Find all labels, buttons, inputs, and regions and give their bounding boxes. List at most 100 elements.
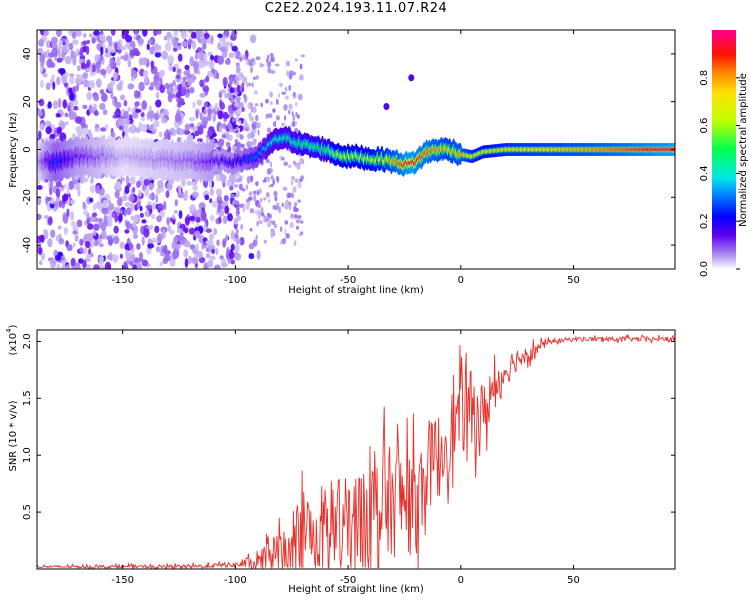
spectrogram-speckle	[203, 262, 209, 269]
spectrogram-speckle	[75, 125, 83, 133]
spectrogram-speckle	[183, 249, 189, 258]
spectrogram-speckle	[47, 238, 53, 248]
snr-x-tick-label: 0	[458, 575, 464, 586]
spectrogram-speckle	[215, 188, 222, 197]
spectrogram-speckle	[221, 259, 227, 268]
spectrogram-speckle	[102, 109, 108, 116]
spectrogram-speckle	[40, 66, 44, 74]
spectrogram-speckle	[216, 72, 220, 80]
spectrogram-speckle	[66, 264, 71, 269]
spectrogram-speckle	[249, 34, 257, 44]
spectrogram-speckle	[60, 52, 65, 61]
spectrogram-speckle	[288, 72, 293, 80]
spectrogram-speckle	[183, 191, 188, 201]
spectrogram-speckle	[74, 262, 81, 269]
spectrogram-speckle	[236, 215, 242, 221]
spectrogram-speckle	[211, 68, 215, 74]
spectrogram-speckle	[219, 89, 227, 94]
spectrogram-speckle	[225, 141, 231, 148]
spectrogram-speckle	[70, 50, 76, 56]
spectrogram-speckle	[153, 74, 160, 84]
spectrogram-speckle	[292, 115, 296, 121]
spectrogram-speckle	[163, 200, 167, 211]
spectrogram-speckle	[168, 82, 174, 89]
spectrogram-speckle	[266, 127, 271, 133]
spectrogram-speckle	[228, 80, 232, 87]
spectrogram-speckle	[190, 31, 197, 39]
spectrogram-speckle	[153, 112, 160, 121]
spectrogram-speckle	[213, 265, 221, 269]
spectrogram-speckle	[84, 240, 91, 249]
spectrogram-speckle	[174, 243, 181, 250]
spectrogram-speckle	[139, 68, 145, 77]
snr-y-tick-label: 2.0	[22, 333, 33, 349]
spectrogram-speckle	[187, 39, 193, 45]
spectrogram-speckle	[143, 179, 151, 186]
spectrogram-speckle	[137, 38, 144, 45]
spectrogram-speckle	[114, 214, 119, 222]
spectrogram-speckle	[218, 125, 223, 133]
spectrogram-speckle	[65, 121, 69, 126]
spectrogram-speckle	[189, 215, 196, 222]
colorbar-ticks: 0.0 0.2 0.4 0.6 0.8	[699, 70, 740, 277]
spectrogram-speckle	[56, 57, 63, 63]
spectrogram-speckle	[235, 126, 239, 131]
spectrogram-speckle	[37, 195, 42, 206]
spectrogram-speckle	[251, 106, 257, 114]
spectrogram-speckle	[131, 253, 136, 263]
spectrogram-speckle	[86, 264, 92, 269]
spectrogram-speckle	[106, 36, 112, 42]
spectrogram-speckle	[157, 233, 163, 243]
spectrogram-speckle	[165, 41, 172, 52]
spectrogram-speckle	[199, 92, 206, 98]
spectrogram-speckle	[45, 40, 52, 48]
spectrogram-speckle	[118, 213, 123, 223]
spectrogram-speckle	[72, 230, 79, 235]
spectrogram-speckle	[195, 110, 199, 119]
spectrogram-speckle	[266, 60, 272, 68]
spectrogram-speckle	[252, 138, 257, 146]
spectrogram-speckle	[267, 54, 270, 61]
spectrogram-speckle	[197, 47, 202, 52]
spectrogram-speckle	[37, 185, 43, 190]
spectrogram-speckle	[185, 92, 190, 99]
spectrogram-speckle	[89, 71, 96, 77]
spectrogram-speckle	[68, 42, 74, 51]
spectrogram-speckle	[61, 265, 67, 269]
spectrogram-speckle	[184, 257, 189, 268]
spectrogram-speckle	[132, 264, 137, 269]
spectrogram-speckle	[156, 30, 162, 35]
spectrogram-speckle	[127, 183, 131, 188]
spectrogram-speckle	[207, 259, 214, 268]
spectrogram-speckle	[38, 247, 43, 256]
spectrogram-speckle	[169, 127, 175, 133]
spectrogram-speckle	[56, 30, 62, 37]
spectrogram-speckle	[186, 68, 191, 78]
spectrogram-speckle	[205, 228, 212, 233]
spectrogram-speckle	[96, 63, 101, 74]
spectrogram-speckle	[213, 227, 218, 236]
spectrogram-speckle	[195, 217, 201, 223]
spectrogram-speckle	[145, 209, 149, 218]
spectrogram-speckle	[158, 131, 163, 138]
colorbar-tick-label: 0.8	[699, 70, 710, 86]
spectrogram-x-tick-label: -150	[111, 275, 134, 286]
spectrogram-speckle	[272, 178, 276, 186]
spectrogram-speckle	[249, 208, 255, 214]
spectrogram-speckle	[210, 35, 214, 45]
spectrogram-speckle	[236, 210, 240, 215]
spectrogram-speckle	[292, 121, 295, 127]
spectrogram-speckle	[57, 225, 62, 230]
spectrogram-speckle	[98, 256, 105, 262]
spectrogram-speckle	[294, 213, 298, 219]
spectrogram-speckle	[199, 112, 203, 120]
spectrogram-speckle	[108, 40, 113, 47]
spectrogram-speckle	[130, 123, 135, 133]
spectrogram-speckle	[201, 241, 205, 250]
snr-marks	[37, 333, 675, 569]
spectrogram-speckle	[148, 193, 153, 200]
spectrogram-speckle	[222, 76, 228, 87]
spectrogram-speckle	[62, 99, 67, 109]
spectrogram-speckle	[284, 203, 289, 210]
spectrogram-speckle	[130, 215, 134, 221]
